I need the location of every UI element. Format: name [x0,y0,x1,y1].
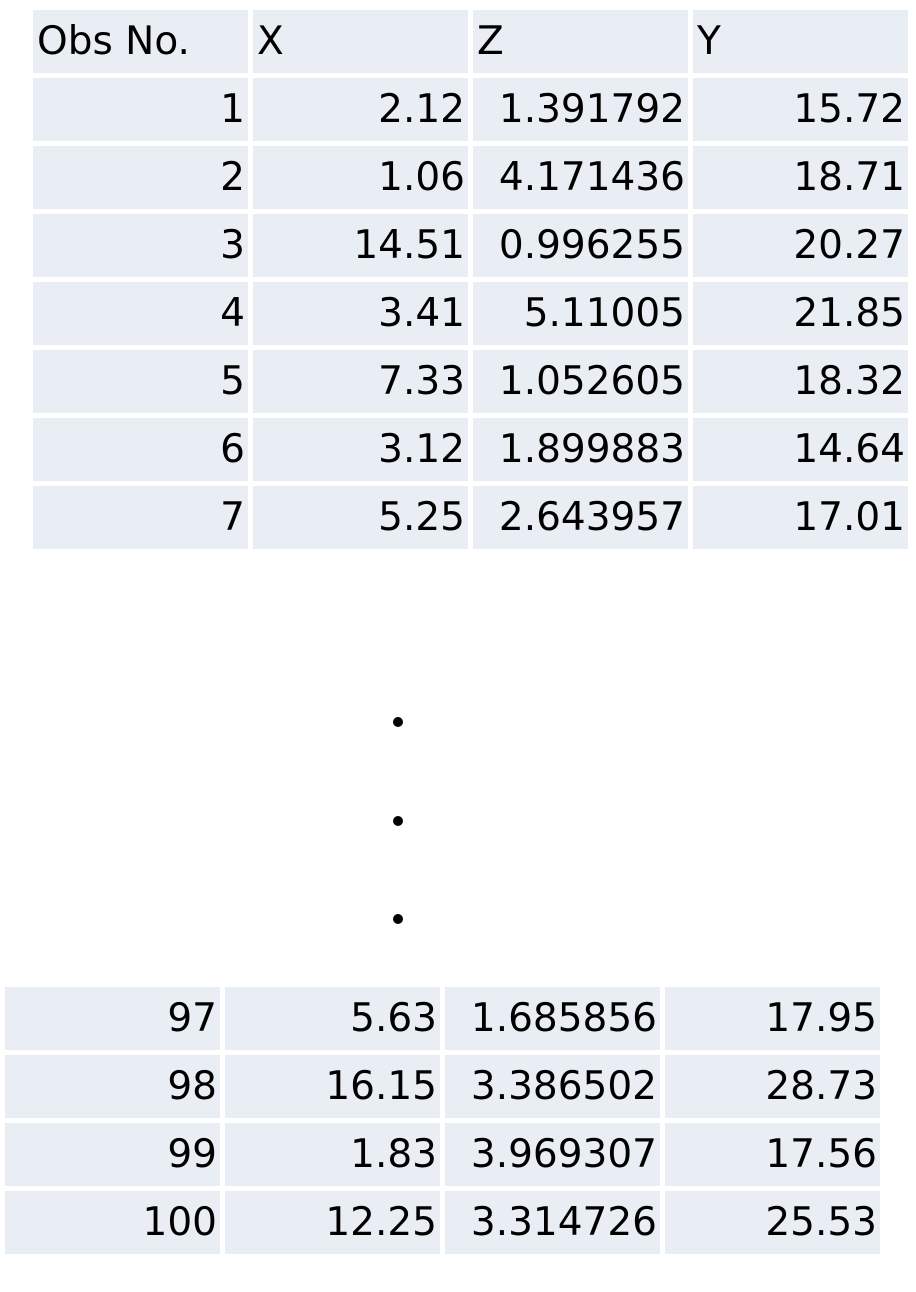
cell-z: 1.899883 [473,418,688,481]
cell-x: 7.33 [253,350,468,413]
cell-z: 3.386502 [445,1055,660,1118]
cell-x: 5.25 [253,486,468,549]
cell-y: 17.01 [693,486,908,549]
cell-z: 3.969307 [445,1123,660,1186]
header-row: Obs No. X Z Y [33,10,908,73]
table-row: 3 14.51 0.996255 20.27 [33,214,908,277]
data-table-top: Obs No. X Z Y 1 2.12 1.391792 15.72 2 1.… [28,5,913,554]
cell-obs-no: 98 [5,1055,220,1118]
table-row: 7 5.25 2.643957 17.01 [33,486,908,549]
cell-z: 1.685856 [445,987,660,1050]
cell-obs-no: 5 [33,350,248,413]
data-table-top-body: Obs No. X Z Y 1 2.12 1.391792 15.72 2 1.… [33,10,908,549]
table-row: 2 1.06 4.171436 18.71 [33,146,908,209]
cell-obs-no: 2 [33,146,248,209]
cell-z: 0.996255 [473,214,688,277]
cell-x: 3.12 [253,418,468,481]
cell-x: 14.51 [253,214,468,277]
cell-y: 15.72 [693,78,908,141]
table-row: 100 12.25 3.314726 25.53 [5,1191,880,1254]
cell-y: 28.73 [665,1055,880,1118]
ellipsis-dot [393,816,403,826]
cell-obs-no: 1 [33,78,248,141]
cell-z: 5.11005 [473,282,688,345]
table-row: 99 1.83 3.969307 17.56 [5,1123,880,1186]
table-row: 1 2.12 1.391792 15.72 [33,78,908,141]
cell-obs-no: 4 [33,282,248,345]
cell-x: 5.63 [225,987,440,1050]
cell-y: 14.64 [693,418,908,481]
cell-z: 4.171436 [473,146,688,209]
cell-x: 1.83 [225,1123,440,1186]
cell-z: 1.052605 [473,350,688,413]
ellipsis-dot [393,914,403,924]
data-table-bottom-body: 97 5.63 1.685856 17.95 98 16.15 3.386502… [5,987,880,1254]
cell-obs-no: 97 [5,987,220,1050]
column-header-x: X [253,10,468,73]
cell-x: 3.41 [253,282,468,345]
cell-obs-no: 100 [5,1191,220,1254]
cell-x: 1.06 [253,146,468,209]
column-header-y: Y [693,10,908,73]
cell-z: 1.391792 [473,78,688,141]
cell-y: 18.32 [693,350,908,413]
cell-z: 2.643957 [473,486,688,549]
table-row: 6 3.12 1.899883 14.64 [33,418,908,481]
cell-y: 25.53 [665,1191,880,1254]
cell-y: 17.56 [665,1123,880,1186]
cell-y: 17.95 [665,987,880,1050]
table-row: 4 3.41 5.11005 21.85 [33,282,908,345]
cell-y: 21.85 [693,282,908,345]
cell-y: 20.27 [693,214,908,277]
table-row: 5 7.33 1.052605 18.32 [33,350,908,413]
cell-y: 18.71 [693,146,908,209]
table-row: 97 5.63 1.685856 17.95 [5,987,880,1050]
cell-obs-no: 3 [33,214,248,277]
cell-x: 2.12 [253,78,468,141]
column-header-z: Z [473,10,688,73]
cell-obs-no: 6 [33,418,248,481]
cell-obs-no: 99 [5,1123,220,1186]
data-table-bottom: 97 5.63 1.685856 17.95 98 16.15 3.386502… [0,982,885,1259]
cell-obs-no: 7 [33,486,248,549]
cell-x: 12.25 [225,1191,440,1254]
cell-z: 3.314726 [445,1191,660,1254]
ellipsis-dot [393,717,403,727]
column-header-obs-no: Obs No. [33,10,248,73]
table-row: 98 16.15 3.386502 28.73 [5,1055,880,1118]
cell-x: 16.15 [225,1055,440,1118]
